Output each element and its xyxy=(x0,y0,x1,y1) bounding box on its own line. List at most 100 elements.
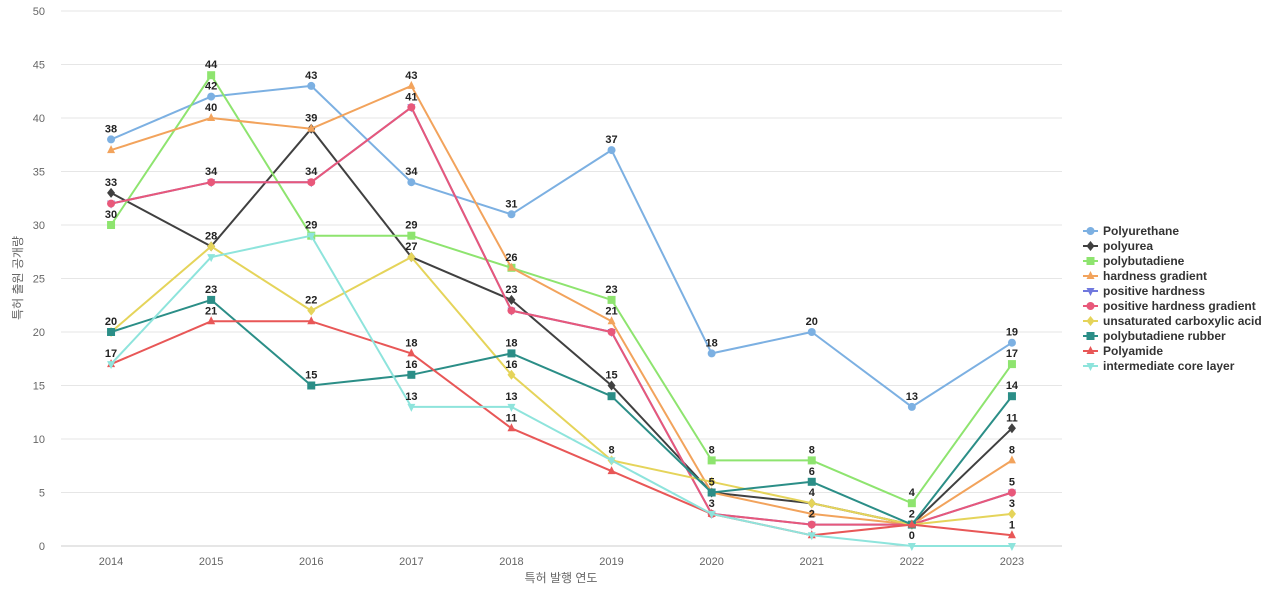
legend-item[interactable]: polybutadiene rubber xyxy=(1083,329,1226,343)
data-label: 41 xyxy=(405,91,417,103)
data-point-marker xyxy=(1086,227,1095,235)
data-label: 16 xyxy=(405,359,417,371)
data-point-marker xyxy=(507,294,516,305)
data-label: 34 xyxy=(205,166,218,178)
data-label: 14 xyxy=(1006,380,1019,392)
series-line xyxy=(110,298,1013,526)
y-tick-label: 45 xyxy=(33,60,45,72)
series-group xyxy=(107,316,1016,539)
grid-lines xyxy=(61,10,1062,547)
y-tick-label: 20 xyxy=(33,327,45,339)
data-point-marker xyxy=(107,145,116,154)
data-label: 13 xyxy=(405,391,417,403)
data-point-marker xyxy=(1007,360,1016,369)
data-point-marker xyxy=(407,252,416,263)
y-axis-title: 특허 출원 공개량 xyxy=(11,236,25,320)
y-tick-label: 35 xyxy=(33,167,45,179)
data-label: 40 xyxy=(205,102,217,114)
data-point-marker xyxy=(207,178,216,187)
data-point-marker xyxy=(507,369,516,380)
data-point-marker xyxy=(1086,332,1095,340)
y-tick-label: 50 xyxy=(33,6,45,18)
data-point-marker xyxy=(107,361,116,370)
data-point-marker xyxy=(607,316,616,325)
x-tick-label: 2019 xyxy=(599,556,623,568)
legend-item[interactable]: unsaturated carboxylic acid xyxy=(1083,314,1262,328)
data-label: 30 xyxy=(105,209,117,221)
data-label: 8 xyxy=(1009,444,1015,456)
data-point-marker xyxy=(1086,302,1095,310)
data-point-marker xyxy=(307,178,316,187)
data-label: 4 xyxy=(809,487,816,499)
data-label: 23 xyxy=(505,284,517,296)
data-label: 21 xyxy=(205,305,217,317)
data-point-marker xyxy=(207,316,216,325)
legend-item[interactable]: polybutadiene xyxy=(1083,254,1185,268)
series-line xyxy=(110,127,1013,526)
data-label: 43 xyxy=(305,70,317,82)
data-label: 18 xyxy=(706,337,718,349)
legend-item[interactable]: Polyurethane xyxy=(1083,224,1179,238)
legend-label: polybutadiene rubber xyxy=(1103,329,1226,343)
y-tick-label: 40 xyxy=(33,113,45,125)
data-point-marker xyxy=(207,71,216,80)
data-label: 43 xyxy=(405,70,417,82)
legend-item[interactable]: polyurea xyxy=(1083,239,1153,253)
data-point-marker xyxy=(707,510,716,519)
legend-item[interactable]: positive hardness gradient xyxy=(1083,299,1256,313)
data-point-marker xyxy=(907,519,916,528)
data-point-marker xyxy=(1086,346,1095,354)
data-label: 31 xyxy=(505,198,517,210)
series-line xyxy=(110,84,1013,526)
data-point-marker xyxy=(807,498,816,509)
legend-label: unsaturated carboxylic acid xyxy=(1103,314,1262,328)
legend-item[interactable]: intermediate core layer xyxy=(1083,359,1235,373)
data-point-marker xyxy=(707,476,716,487)
x-tick-label: 2015 xyxy=(199,556,223,568)
x-tick-label: 2020 xyxy=(699,556,723,568)
data-point-marker xyxy=(307,305,316,316)
data-label: 3 xyxy=(709,498,715,510)
x-tick-label: 2022 xyxy=(900,556,924,568)
legend-label: Polyurethane xyxy=(1103,224,1179,238)
data-point-marker xyxy=(307,316,316,325)
data-label: 6 xyxy=(809,466,815,478)
data-point-marker xyxy=(1086,257,1095,265)
legend-item[interactable]: positive hardness xyxy=(1083,284,1205,298)
data-label: 18 xyxy=(405,337,417,349)
data-label: 39 xyxy=(305,113,317,125)
data-point-marker xyxy=(1007,392,1016,401)
data-label: 23 xyxy=(605,284,617,296)
data-point-marker xyxy=(807,520,816,529)
series-line xyxy=(110,320,1013,537)
data-label: 26 xyxy=(505,252,517,264)
data-point-marker xyxy=(807,477,816,486)
data-point-marker xyxy=(907,402,916,411)
y-tick-label: 25 xyxy=(33,274,45,286)
series-line xyxy=(110,245,1013,526)
legend-item[interactable]: Polyamide xyxy=(1083,344,1163,358)
data-point-marker xyxy=(1007,455,1016,464)
data-labels: 3842433431371820131933392723155421130442… xyxy=(105,59,1019,542)
data-label: 4 xyxy=(909,487,916,499)
legend-item[interactable]: hardness gradient xyxy=(1083,269,1207,283)
data-point-marker xyxy=(407,231,416,240)
series-line xyxy=(110,106,1013,526)
data-label: 27 xyxy=(405,241,417,253)
series-line xyxy=(110,84,1013,408)
data-label: 21 xyxy=(605,305,617,317)
data-label: 20 xyxy=(806,316,818,328)
data-point-marker xyxy=(107,135,116,144)
data-label: 16 xyxy=(505,359,517,371)
data-point-marker xyxy=(707,349,716,358)
data-point-marker xyxy=(607,295,616,304)
data-point-marker xyxy=(807,456,816,465)
data-point-marker xyxy=(407,403,416,412)
data-label: 5 xyxy=(1009,477,1015,489)
series-group xyxy=(107,103,1016,529)
x-tick-label: 2018 xyxy=(499,556,523,568)
data-label: 13 xyxy=(505,391,517,403)
data-point-marker xyxy=(907,543,916,551)
data-label: 42 xyxy=(205,81,217,93)
